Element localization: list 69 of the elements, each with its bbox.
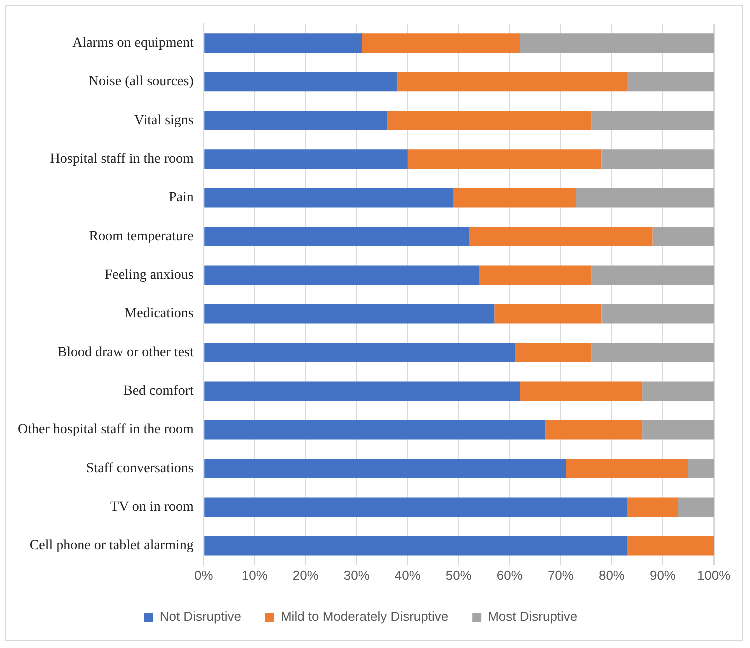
bar [652,227,714,246]
y-tick-label: Blood draw or other test [58,345,194,360]
x-tick-label: 20% [292,568,320,583]
bar [602,150,714,170]
bar [204,266,480,286]
bar [479,266,592,286]
y-tick-label: Bed comfort [124,384,194,400]
y-tick-label: Medications [124,306,194,322]
x-tick-label: 50% [446,568,472,583]
bar [566,459,688,478]
bar [408,150,602,170]
legend-label: Mild to Moderately Disruptive [280,609,449,624]
x-tick-label: 80% [598,568,626,583]
bar [204,188,454,208]
bar [576,188,714,208]
bar [398,72,628,92]
bar [515,343,592,362]
bar [204,227,470,246]
bar [546,420,643,440]
x-tick-label: 70% [548,568,574,583]
bar [362,34,520,54]
bar [204,111,388,130]
y-tick-label: Vital signs [134,113,194,128]
bar [627,498,678,518]
x-tick-label: 60% [496,568,524,583]
y-tick-label: TV on in room [110,500,194,516]
bar [204,34,362,54]
bar [204,459,566,478]
y-tick-label: Room temperature [89,229,194,244]
legend-label: Not Disruptive [160,609,242,624]
y-tick-label: Feeling anxious [104,268,194,284]
x-tick-label: 0% [194,568,214,583]
legend-label: Most Disruptive [488,609,578,624]
bar [494,304,602,324]
bar [678,498,714,518]
bar [204,304,495,324]
y-tick-label: Alarms on equipment [72,36,194,52]
bar [454,188,576,208]
bar [204,498,628,518]
bar [388,111,592,130]
x-tick-label: 30% [344,568,370,583]
bar [204,343,516,362]
bar [204,72,398,92]
bar [592,266,714,286]
y-tick-label: Other hospital staff in the room [18,422,194,438]
bar [642,382,714,402]
bar [520,382,643,402]
bar [592,343,714,362]
bar [204,536,628,556]
bar [642,420,714,440]
y-tick-label: Cell phone or tablet alarming [30,538,194,554]
bar [204,150,408,170]
bar [469,227,653,246]
y-tick-label: Hospital staff in the room [50,152,194,168]
bar [204,420,546,440]
bar [602,304,714,324]
bar [627,536,714,556]
bar [688,459,714,478]
y-tick-label: Pain [168,190,194,206]
x-tick-label: 10% [242,568,268,583]
y-tick-label: Noise (all sources) [88,74,194,90]
x-tick-label: 40% [394,568,422,583]
x-tick-label: 90% [650,568,676,583]
bar [592,111,714,130]
x-tick-label: 100% [697,568,732,583]
y-tick-label: Staff conversations [86,461,194,476]
bar [627,72,714,92]
bar [520,34,714,54]
bar [204,382,520,402]
